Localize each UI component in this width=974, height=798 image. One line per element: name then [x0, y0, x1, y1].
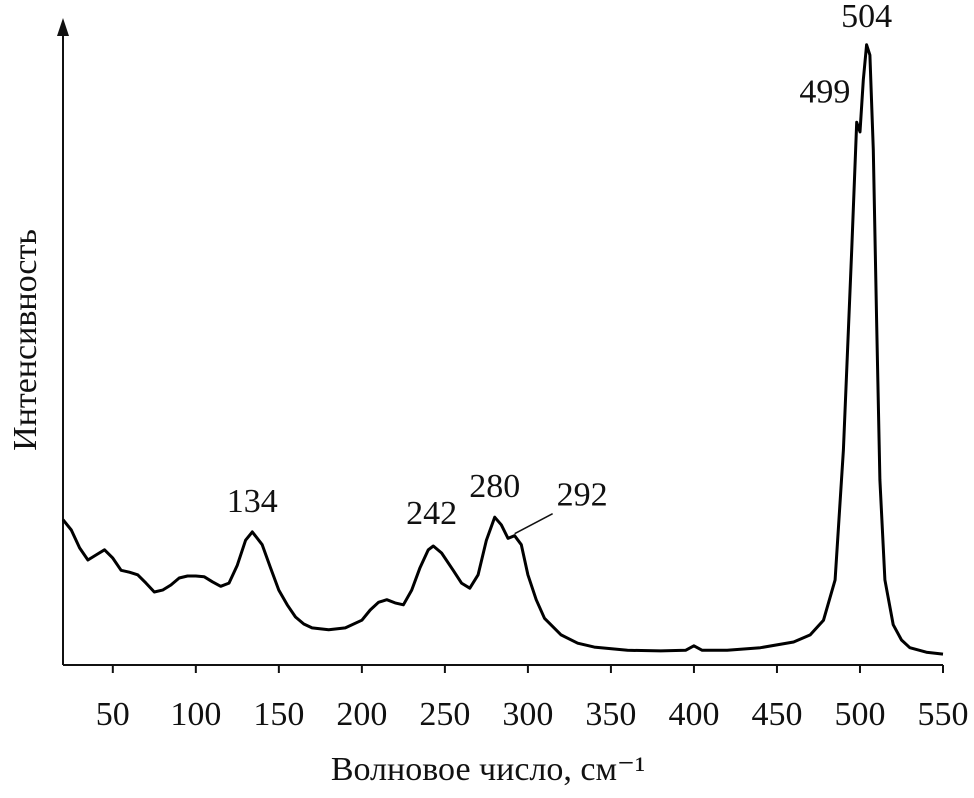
x-tick-label: 500: [834, 696, 885, 733]
x-tick-label: 450: [751, 696, 802, 733]
x-tick-label: 150: [253, 696, 304, 733]
peak-label: 280: [469, 468, 520, 505]
x-tick-label: 250: [419, 696, 470, 733]
peak-label: 499: [799, 73, 850, 110]
spectrum-line: [61, 43, 944, 656]
x-tick-label: 550: [918, 696, 969, 733]
x-tick-label: 300: [502, 696, 553, 733]
peak-label: 242: [406, 495, 457, 532]
peak-label: 292: [557, 477, 608, 514]
x-tick-label: 50: [96, 696, 130, 733]
annotation-leader: [514, 513, 553, 535]
peak-label: 134: [227, 483, 278, 520]
x-axis-label: Волновое число, см⁻¹: [331, 751, 645, 788]
x-tick-label: 100: [170, 696, 221, 733]
peak-label: 504: [841, 0, 892, 35]
y-axis-label: Интенсивность: [7, 229, 44, 451]
x-tick-label: 200: [336, 696, 387, 733]
x-tick-label: 400: [668, 696, 719, 733]
y-axis-arrow: [57, 18, 69, 36]
x-tick-label: 350: [585, 696, 636, 733]
